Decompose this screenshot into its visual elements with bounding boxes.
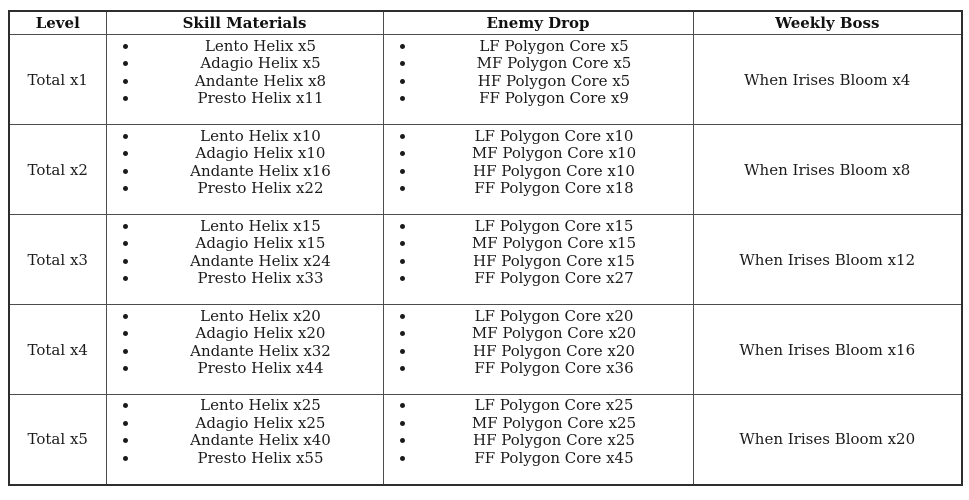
weekly-boss-label: When Irises Bloom x8 <box>744 160 911 179</box>
material-item: HF Polygon Core x20 <box>416 342 693 361</box>
material-item: FF Polygon Core x36 <box>416 359 693 378</box>
material-item: Andante Helix x40 <box>139 432 383 450</box>
material-item: MF Polygon Core x5 <box>416 54 693 73</box>
weekly-boss-label: When Irises Bloom x4 <box>744 70 911 89</box>
material-item: Andante Helix x8 <box>139 72 383 91</box>
material-item: HF Polygon Core x5 <box>416 72 693 91</box>
material-item: Andante Helix x32 <box>139 342 383 361</box>
level-cell: Total x5 <box>8 394 107 485</box>
enemy-drop-cell: LF Polygon Core x15MF Polygon Core x15HF… <box>382 214 694 305</box>
skill-materials-cell: Lento Helix x20Adagio Helix x20Andante H… <box>105 304 384 395</box>
material-item: Andante Helix x24 <box>139 252 383 271</box>
weekly-boss-cell: When Irises Bloom x8 <box>692 124 963 215</box>
skill-materials-list: Lento Helix x10Adagio Helix x10Andante H… <box>107 127 383 198</box>
enemy-drop-list: LF Polygon Core x25MF Polygon Core x25HF… <box>384 397 693 468</box>
weekly-boss-cell: When Irises Bloom x16 <box>692 304 963 395</box>
level-label: Total x2 <box>27 160 88 179</box>
materials-table: Level Skill Materials Enemy Drop Weekly … <box>8 10 963 486</box>
column-header-enemy-drop: Enemy Drop <box>382 10 694 35</box>
material-item: LF Polygon Core x5 <box>416 37 693 56</box>
material-item: HF Polygon Core x25 <box>416 432 693 450</box>
skill-materials-list: Lento Helix x25Adagio Helix x25Andante H… <box>107 397 383 468</box>
skill-materials-cell: Lento Helix x15Adagio Helix x15Andante H… <box>105 214 384 305</box>
material-item: Adagio Helix x20 <box>139 324 383 343</box>
material-item: Andante Helix x16 <box>139 162 383 181</box>
material-item: LF Polygon Core x25 <box>416 397 693 415</box>
level-cell: Total x1 <box>8 34 107 125</box>
level-cell: Total x4 <box>8 304 107 395</box>
column-header-weekly-boss: Weekly Boss <box>692 10 963 35</box>
enemy-drop-cell: LF Polygon Core x20MF Polygon Core x20HF… <box>382 304 694 395</box>
material-item: HF Polygon Core x10 <box>416 162 693 181</box>
material-item: Presto Helix x11 <box>139 89 383 108</box>
table-header: Level Skill Materials Enemy Drop Weekly … <box>8 10 963 35</box>
material-item: FF Polygon Core x27 <box>416 269 693 288</box>
enemy-drop-list: LF Polygon Core x15MF Polygon Core x15HF… <box>384 217 693 288</box>
enemy-drop-cell: LF Polygon Core x10MF Polygon Core x10HF… <box>382 124 694 215</box>
table-body: Total x1 Lento Helix x5Adagio Helix x5An… <box>8 34 963 485</box>
level-label: Total x1 <box>27 70 88 89</box>
table-row: Total x2 Lento Helix x10Adagio Helix x10… <box>8 124 963 215</box>
material-item: Lento Helix x15 <box>139 217 383 236</box>
material-item: MF Polygon Core x15 <box>416 234 693 253</box>
material-item: Adagio Helix x15 <box>139 234 383 253</box>
header-row: Level Skill Materials Enemy Drop Weekly … <box>8 10 963 35</box>
material-item: MF Polygon Core x25 <box>416 414 693 433</box>
material-item: Lento Helix x10 <box>139 127 383 146</box>
table-row: Total x5 Lento Helix x25Adagio Helix x25… <box>8 394 963 485</box>
weekly-boss-label: When Irises Bloom x16 <box>739 340 916 359</box>
material-item: LF Polygon Core x20 <box>416 307 693 326</box>
material-item: Adagio Helix x5 <box>139 54 383 73</box>
material-item: Adagio Helix x10 <box>139 144 383 163</box>
skill-materials-list: Lento Helix x20Adagio Helix x20Andante H… <box>107 307 383 378</box>
material-item: Presto Helix x22 <box>139 179 383 198</box>
enemy-drop-cell: LF Polygon Core x5MF Polygon Core x5HF P… <box>382 34 694 125</box>
level-label: Total x3 <box>27 250 88 269</box>
level-label: Total x4 <box>27 340 88 359</box>
level-cell: Total x3 <box>8 214 107 305</box>
enemy-drop-list: LF Polygon Core x5MF Polygon Core x5HF P… <box>384 37 693 108</box>
table-row: Total x3 Lento Helix x15Adagio Helix x15… <box>8 214 963 305</box>
column-header-level: Level <box>8 10 107 35</box>
material-item: Presto Helix x44 <box>139 359 383 378</box>
table-row: Total x1 Lento Helix x5Adagio Helix x5An… <box>8 34 963 125</box>
material-item: LF Polygon Core x10 <box>416 127 693 146</box>
weekly-boss-label: When Irises Bloom x12 <box>739 250 916 269</box>
enemy-drop-list: LF Polygon Core x20MF Polygon Core x20HF… <box>384 307 693 378</box>
skill-materials-cell: Lento Helix x25Adagio Helix x25Andante H… <box>105 394 384 485</box>
material-item: Presto Helix x33 <box>139 269 383 288</box>
weekly-boss-label: When Irises Bloom x20 <box>739 430 916 449</box>
table-row: Total x4 Lento Helix x20Adagio Helix x20… <box>8 304 963 395</box>
level-cell: Total x2 <box>8 124 107 215</box>
material-item: HF Polygon Core x15 <box>416 252 693 271</box>
material-item: MF Polygon Core x10 <box>416 144 693 163</box>
column-header-skill-materials: Skill Materials <box>105 10 384 35</box>
weekly-boss-cell: When Irises Bloom x4 <box>692 34 963 125</box>
material-item: Lento Helix x25 <box>139 397 383 415</box>
enemy-drop-cell: LF Polygon Core x25MF Polygon Core x25HF… <box>382 394 694 485</box>
skill-materials-cell: Lento Helix x5Adagio Helix x5Andante Hel… <box>105 34 384 125</box>
material-item: Presto Helix x55 <box>139 449 383 468</box>
material-item: FF Polygon Core x18 <box>416 179 693 198</box>
material-item: Adagio Helix x25 <box>139 414 383 433</box>
material-item: MF Polygon Core x20 <box>416 324 693 343</box>
material-item: Lento Helix x20 <box>139 307 383 326</box>
material-item: FF Polygon Core x9 <box>416 89 693 108</box>
skill-materials-cell: Lento Helix x10Adagio Helix x10Andante H… <box>105 124 384 215</box>
material-item: FF Polygon Core x45 <box>416 449 693 468</box>
level-label: Total x5 <box>27 430 88 449</box>
material-item: Lento Helix x5 <box>139 37 383 56</box>
skill-materials-list: Lento Helix x15Adagio Helix x15Andante H… <box>107 217 383 288</box>
material-item: LF Polygon Core x15 <box>416 217 693 236</box>
weekly-boss-cell: When Irises Bloom x20 <box>692 394 963 485</box>
enemy-drop-list: LF Polygon Core x10MF Polygon Core x10HF… <box>384 127 693 198</box>
weekly-boss-cell: When Irises Bloom x12 <box>692 214 963 305</box>
skill-materials-list: Lento Helix x5Adagio Helix x5Andante Hel… <box>107 37 383 108</box>
